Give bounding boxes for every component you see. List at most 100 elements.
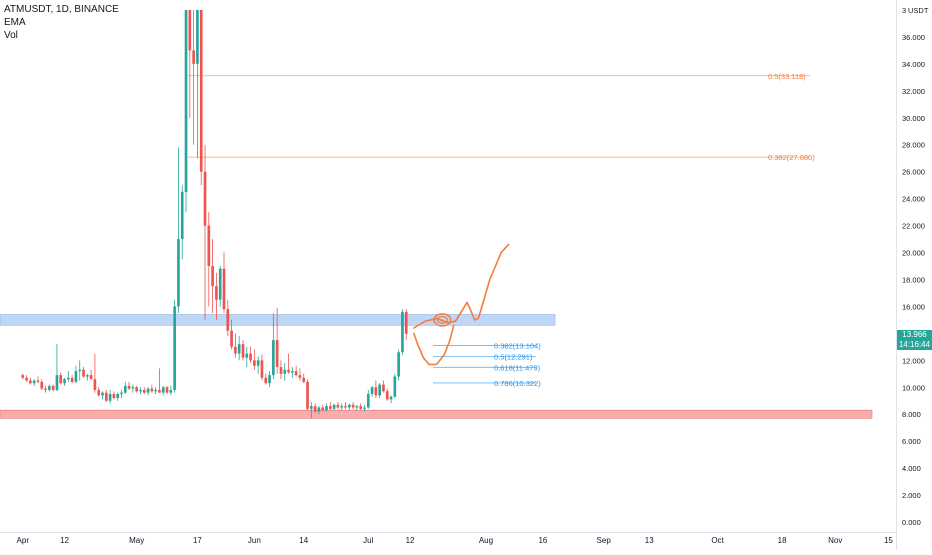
- projection-brush-path[interactable]: [413, 243, 510, 329]
- candle[interactable]: [108, 389, 112, 404]
- candle[interactable]: [207, 212, 211, 307]
- candle[interactable]: [48, 384, 51, 392]
- candle[interactable]: [25, 375, 28, 382]
- candle[interactable]: [404, 309, 408, 341]
- candle[interactable]: [116, 392, 120, 401]
- candle[interactable]: [317, 406, 321, 415]
- candle[interactable]: [173, 299, 176, 393]
- candle[interactable]: [218, 266, 222, 307]
- candle[interactable]: [264, 373, 268, 385]
- candle[interactable]: [142, 387, 146, 394]
- candle[interactable]: [268, 371, 271, 388]
- candle[interactable]: [294, 365, 298, 377]
- candle[interactable]: [366, 389, 370, 409]
- candle[interactable]: [321, 404, 325, 412]
- candle[interactable]: [59, 372, 63, 385]
- candle[interactable]: [51, 384, 55, 392]
- candle[interactable]: [344, 402, 347, 409]
- candle[interactable]: [306, 379, 309, 411]
- candle[interactable]: [351, 402, 355, 409]
- candle[interactable]: [180, 185, 184, 260]
- candle[interactable]: [139, 387, 142, 394]
- candle[interactable]: [192, 10, 195, 145]
- volume-indicator-label[interactable]: Vol: [4, 30, 18, 41]
- candle[interactable]: [241, 340, 245, 361]
- candle[interactable]: [32, 379, 36, 386]
- candle[interactable]: [374, 380, 378, 399]
- candle[interactable]: [44, 385, 47, 393]
- candle[interactable]: [21, 373, 25, 380]
- candle[interactable]: [196, 10, 199, 159]
- highlight-ellipse-inner[interactable]: [436, 315, 448, 324]
- candle[interactable]: [97, 387, 101, 397]
- candle[interactable]: [325, 403, 328, 412]
- candle[interactable]: [150, 384, 154, 393]
- candle[interactable]: [177, 147, 180, 314]
- candle[interactable]: [393, 373, 397, 399]
- candle[interactable]: [389, 395, 393, 404]
- candle[interactable]: [283, 363, 287, 381]
- candle[interactable]: [127, 381, 131, 390]
- candle[interactable]: [287, 353, 290, 374]
- candle[interactable]: [385, 388, 389, 401]
- candle[interactable]: [260, 354, 264, 381]
- candle[interactable]: [131, 384, 135, 393]
- candle[interactable]: [313, 403, 317, 413]
- candle[interactable]: [382, 380, 385, 393]
- candle[interactable]: [363, 404, 366, 412]
- candle[interactable]: [40, 379, 44, 390]
- symbol-title[interactable]: ATMUSDT, 1D, BINANCE: [4, 4, 119, 15]
- candle[interactable]: [199, 10, 203, 186]
- sketch-brush-path[interactable]: [413, 324, 455, 366]
- candle[interactable]: [275, 307, 279, 374]
- candle[interactable]: [215, 272, 218, 320]
- candle[interactable]: [211, 239, 214, 314]
- candle[interactable]: [154, 387, 157, 394]
- price-currency-label[interactable]: USDT: [908, 6, 929, 15]
- candle[interactable]: [291, 367, 294, 378]
- candle[interactable]: [203, 144, 207, 320]
- candle[interactable]: [169, 385, 173, 396]
- candle[interactable]: [188, 10, 192, 118]
- ema-indicator-label[interactable]: EMA: [4, 17, 26, 28]
- candle[interactable]: [123, 381, 127, 394]
- candle[interactable]: [298, 368, 302, 381]
- candle[interactable]: [82, 367, 85, 378]
- support-zone[interactable]: [0, 409, 873, 419]
- candle[interactable]: [36, 376, 40, 384]
- candle[interactable]: [101, 391, 104, 400]
- candle[interactable]: [184, 10, 188, 213]
- candle[interactable]: [272, 313, 275, 380]
- candle[interactable]: [104, 389, 108, 403]
- candle[interactable]: [302, 373, 306, 384]
- candle[interactable]: [230, 319, 233, 350]
- candle[interactable]: [63, 377, 66, 386]
- candle[interactable]: [332, 403, 336, 411]
- candle[interactable]: [397, 349, 400, 381]
- candle[interactable]: [355, 404, 359, 411]
- candle[interactable]: [67, 371, 70, 382]
- candle[interactable]: [359, 403, 363, 411]
- candle[interactable]: [222, 252, 226, 314]
- candle[interactable]: [93, 353, 97, 393]
- candle[interactable]: [237, 336, 241, 361]
- candle[interactable]: [245, 346, 249, 368]
- candle[interactable]: [234, 333, 237, 358]
- candle[interactable]: [256, 356, 260, 374]
- candle[interactable]: [279, 360, 283, 380]
- candle[interactable]: [226, 299, 230, 337]
- candle[interactable]: [340, 403, 344, 411]
- candle[interactable]: [135, 385, 139, 393]
- highlight-ellipse[interactable]: [433, 313, 452, 327]
- candle[interactable]: [146, 387, 150, 396]
- candle[interactable]: [336, 402, 340, 409]
- candle[interactable]: [85, 373, 89, 381]
- candle[interactable]: [89, 369, 93, 380]
- candle[interactable]: [29, 377, 32, 385]
- candle[interactable]: [112, 391, 116, 400]
- candle[interactable]: [161, 385, 165, 396]
- candle[interactable]: [328, 402, 332, 411]
- candle[interactable]: [378, 383, 381, 399]
